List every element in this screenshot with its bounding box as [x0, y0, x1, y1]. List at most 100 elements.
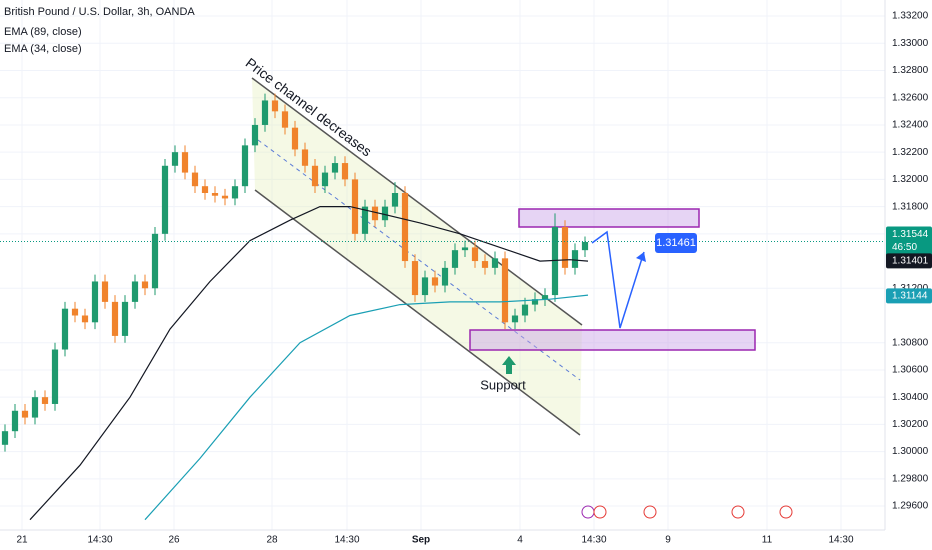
candle-body — [111, 301, 119, 336]
candle-body — [541, 295, 549, 300]
channel-mid — [257, 139, 581, 381]
y-tick-label: 1.29800 — [892, 473, 929, 484]
support-label: Support — [480, 377, 526, 392]
legend-entry: EMA (34, close) — [4, 43, 82, 55]
y-tick-label: 1.33200 — [892, 11, 929, 22]
candle-body — [351, 179, 359, 234]
candle-body — [391, 192, 399, 207]
candle-body — [571, 250, 579, 268]
price-tag-label: 1.31144 — [892, 291, 928, 302]
candle-body — [331, 163, 339, 173]
x-tick-label: 28 — [266, 535, 278, 546]
resistance-box — [518, 208, 700, 228]
channel-upper — [251, 77, 583, 326]
y-tick-label: 1.29600 — [892, 501, 929, 512]
candle-body — [41, 397, 49, 404]
candle-body — [201, 186, 209, 193]
candle-body — [471, 247, 479, 262]
x-tick-label: 14:30 — [87, 535, 112, 546]
y-tick-label: 1.30800 — [892, 337, 929, 348]
target-label: 1.31461 — [656, 237, 696, 249]
candle-body — [301, 149, 309, 166]
candle-body — [431, 277, 439, 286]
candle-body — [81, 315, 89, 323]
candle-body — [371, 206, 379, 221]
candle-body — [21, 410, 29, 418]
candle-body — [151, 233, 159, 289]
candle-body — [261, 100, 269, 125]
x-tick-label: 26 — [168, 535, 180, 546]
legend-entry: EMA (89, close) — [4, 26, 82, 38]
candle-body — [271, 100, 279, 112]
candle-body — [421, 277, 429, 296]
price-tag-label: 1.31544 — [892, 229, 929, 240]
x-tick-label: 11 — [762, 535, 773, 546]
event-icons — [581, 505, 793, 519]
price-tag — [886, 226, 932, 257]
plot — [0, 93, 885, 521]
price-tag — [886, 288, 932, 304]
candle-body — [411, 261, 419, 296]
x-tick-label: 9 — [665, 535, 671, 546]
event-icon — [581, 505, 595, 519]
candle-body — [491, 258, 499, 268]
event-icon — [643, 505, 657, 519]
candle-body — [291, 127, 299, 150]
event-icon — [779, 505, 793, 519]
y-tick-label: 1.32600 — [892, 92, 929, 103]
y-tick-label: 1.32800 — [892, 65, 929, 76]
y-tick-label: 1.33000 — [892, 38, 929, 49]
candle-body — [211, 192, 219, 196]
y-tick-label: 1.31800 — [892, 201, 929, 212]
candle-body — [461, 247, 469, 251]
candle-body — [101, 281, 109, 302]
event-icon — [731, 505, 745, 519]
candle-body — [581, 241, 589, 251]
y-tick-label: 1.30000 — [892, 446, 929, 457]
candle-body — [171, 152, 179, 166]
x-tick-label: 14:30 — [334, 535, 359, 546]
arrow-head — [636, 252, 646, 262]
candle-body — [401, 192, 409, 262]
x-tick-label: 14:30 — [581, 535, 606, 546]
candle-body — [1, 431, 9, 445]
candle-body — [481, 261, 489, 268]
y-tick-label: 1.32400 — [892, 120, 929, 131]
x-tick-label: 4 — [517, 535, 523, 546]
candle-body — [61, 308, 69, 350]
x-tick-label: 14:30 — [828, 535, 853, 546]
candle-body — [131, 281, 139, 302]
candle-body — [231, 186, 239, 199]
candle-body — [241, 145, 249, 187]
event-icon — [593, 505, 607, 519]
candle-body — [281, 111, 289, 128]
forecast-arrow — [591, 230, 645, 329]
candle-body — [11, 410, 19, 432]
grid — [0, 0, 885, 530]
y-tick-label: 1.30600 — [892, 365, 929, 376]
support-box — [469, 329, 756, 351]
candle-body — [511, 315, 519, 323]
candle-body — [341, 163, 349, 180]
candle-body — [521, 304, 529, 316]
candle-body — [311, 165, 319, 187]
candle-body — [551, 227, 559, 296]
candle-body — [501, 258, 509, 323]
candle-body — [321, 172, 329, 187]
candle-body — [121, 301, 129, 336]
candle-body — [191, 172, 199, 187]
candle-body — [51, 349, 59, 404]
y-tick-label: 1.30200 — [892, 419, 929, 430]
candle-body — [181, 152, 189, 173]
price-tag-label: 1.31401 — [892, 256, 929, 267]
channel-lower — [254, 189, 581, 436]
candle-body — [31, 397, 39, 418]
candle-body — [381, 206, 389, 221]
y-tick-label: 1.32200 — [892, 147, 929, 158]
target-tag — [655, 233, 697, 253]
ema-line — [144, 294, 589, 521]
y-tick-label: 1.30400 — [892, 392, 929, 403]
candle-body — [71, 308, 79, 316]
price-tag — [886, 253, 932, 269]
